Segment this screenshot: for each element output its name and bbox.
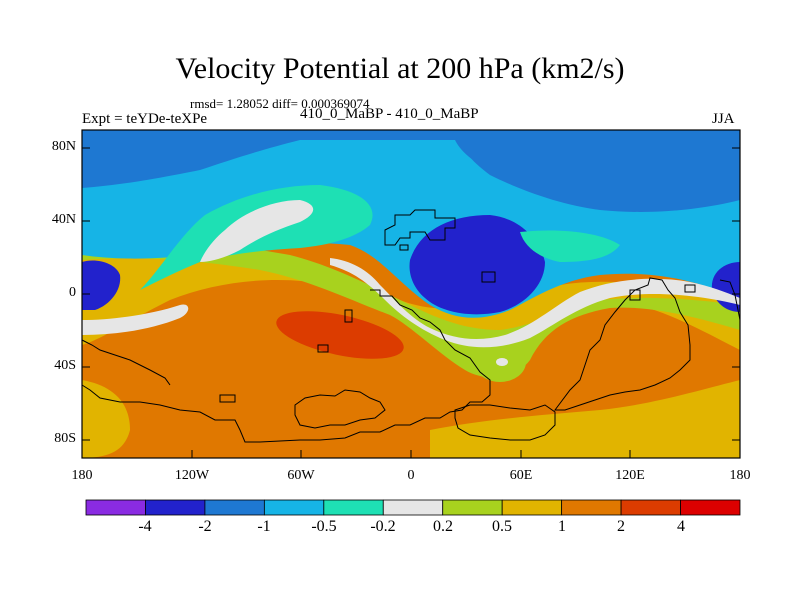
colorbar-swatch <box>263 499 325 516</box>
colorbar-label: -1 <box>257 518 271 535</box>
colorbar-swatch <box>680 499 741 516</box>
contour-fill <box>82 130 740 458</box>
colorbar-label: -0.2 <box>370 518 396 535</box>
y-tick-label: 40N <box>51 212 76 227</box>
axis-ticks <box>82 147 740 458</box>
x-tick-label: 60W <box>287 468 315 483</box>
experiment-label: Expt = teYDe-teXPe <box>82 111 208 127</box>
colorbar-swatch <box>145 499 206 516</box>
x-tick-label: 0 <box>407 468 415 483</box>
x-tick-label: 120E <box>615 468 645 483</box>
colorbar-swatch <box>442 499 503 516</box>
colorbar-label: -4 <box>138 518 152 535</box>
y-tick-label: 40S <box>54 358 76 373</box>
colorbar-swatch <box>382 499 444 516</box>
colorbar-swatch <box>85 499 146 516</box>
x-tick-label: 120W <box>174 468 210 483</box>
coastlines <box>81 209 741 443</box>
x-tick-label: 180 <box>729 468 751 483</box>
x-tick-label: 60E <box>509 468 533 483</box>
colorbar-swatch <box>323 499 384 516</box>
center-label: 410_0_MaBP - 410_0_MaBP <box>300 106 479 122</box>
colorbar-label: -2 <box>198 518 212 535</box>
y-tick-label: 80S <box>54 431 76 446</box>
colorbar-label: 0.2 <box>433 518 453 535</box>
colorbar-swatch <box>561 499 622 516</box>
y-tick-label: 80N <box>51 139 76 154</box>
season-label: JJA <box>712 111 735 127</box>
x-tick-label: 180 <box>71 468 93 483</box>
colorbar <box>85 499 741 516</box>
colorbar-swatch <box>204 499 265 516</box>
plot-title: Velocity Potential at 200 hPa (km2/s) <box>175 52 625 85</box>
stats-text: rmsd= 1.28052 diff= 0.000369074 <box>190 96 370 111</box>
colorbar-swatch <box>501 499 563 516</box>
colorbar-label: -0.5 <box>311 518 337 535</box>
colorbar-label: 1 <box>558 518 566 535</box>
colorbar-label: 4 <box>677 518 685 535</box>
colorbar-label: 0.5 <box>492 518 512 535</box>
y-tick-label: 0 <box>69 285 76 300</box>
colorbar-label: 2 <box>617 518 625 535</box>
colorbar-swatch <box>620 499 681 516</box>
